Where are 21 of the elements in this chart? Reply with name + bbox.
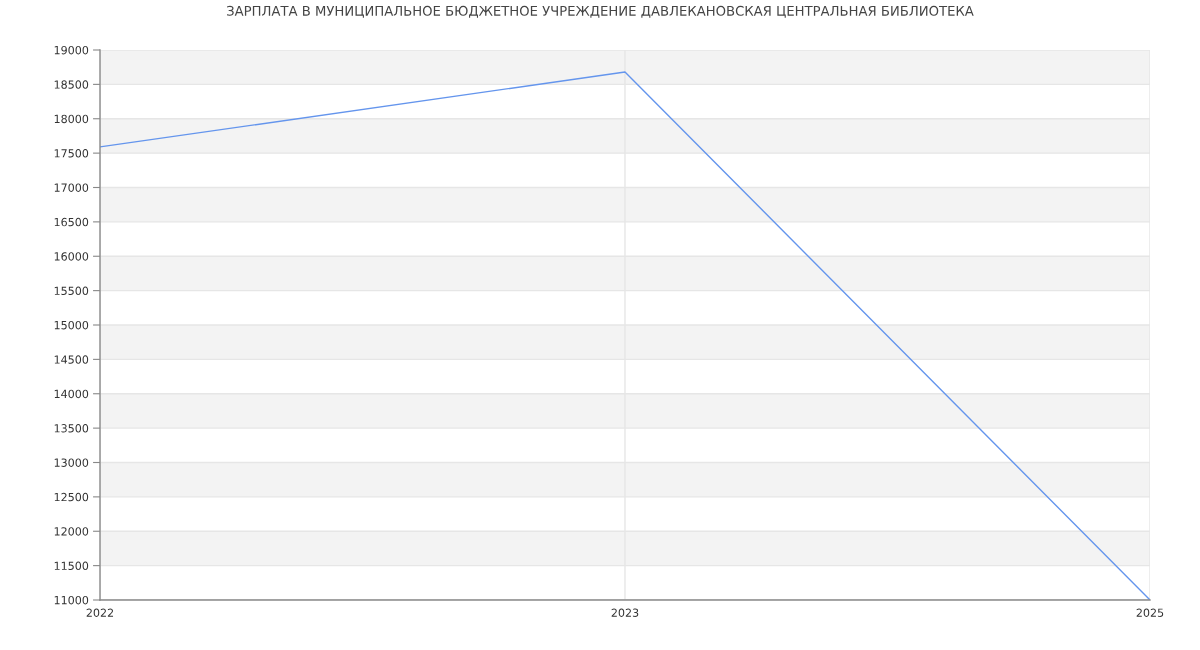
y-tick-label: 13500 [54, 424, 89, 433]
y-tick-label: 13000 [54, 458, 89, 467]
x-tick-label: 2023 [611, 608, 639, 617]
y-tick-label: 15000 [54, 320, 89, 330]
y-tick-label: 11500 [54, 561, 89, 570]
y-tick-label: 18500 [54, 80, 89, 89]
x-tick-label: 2025 [1136, 608, 1164, 617]
y-tick-label: 14500 [54, 355, 89, 364]
chart-title: ЗАРПЛАТА В МУНИЦИПАЛЬНОЕ БЮДЖЕТНОЕ УЧРЕЖДЕНИЕ ДАВЛЕКАНОВСКАЯ ЦЕНТРАЛЬНАЯ БИБЛИОТЕКА [227, 5, 974, 18]
y-tick-label: 12000 [54, 527, 89, 536]
y-tick-label: 17000 [54, 183, 89, 192]
y-tick-label: 15500 [54, 286, 89, 295]
x-tick-label: 2022 [86, 608, 114, 617]
y-tick-label: 11000 [54, 595, 89, 605]
y-tick-label: 16500 [54, 217, 89, 227]
y-tick-label: 16000 [54, 252, 89, 261]
y-tick-label: 18000 [54, 114, 89, 124]
y-tick-label: 14000 [54, 389, 89, 399]
y-tick-label: 17500 [54, 149, 89, 158]
y-tick-label: 12500 [54, 492, 89, 502]
y-tick-label: 19000 [54, 45, 89, 55]
